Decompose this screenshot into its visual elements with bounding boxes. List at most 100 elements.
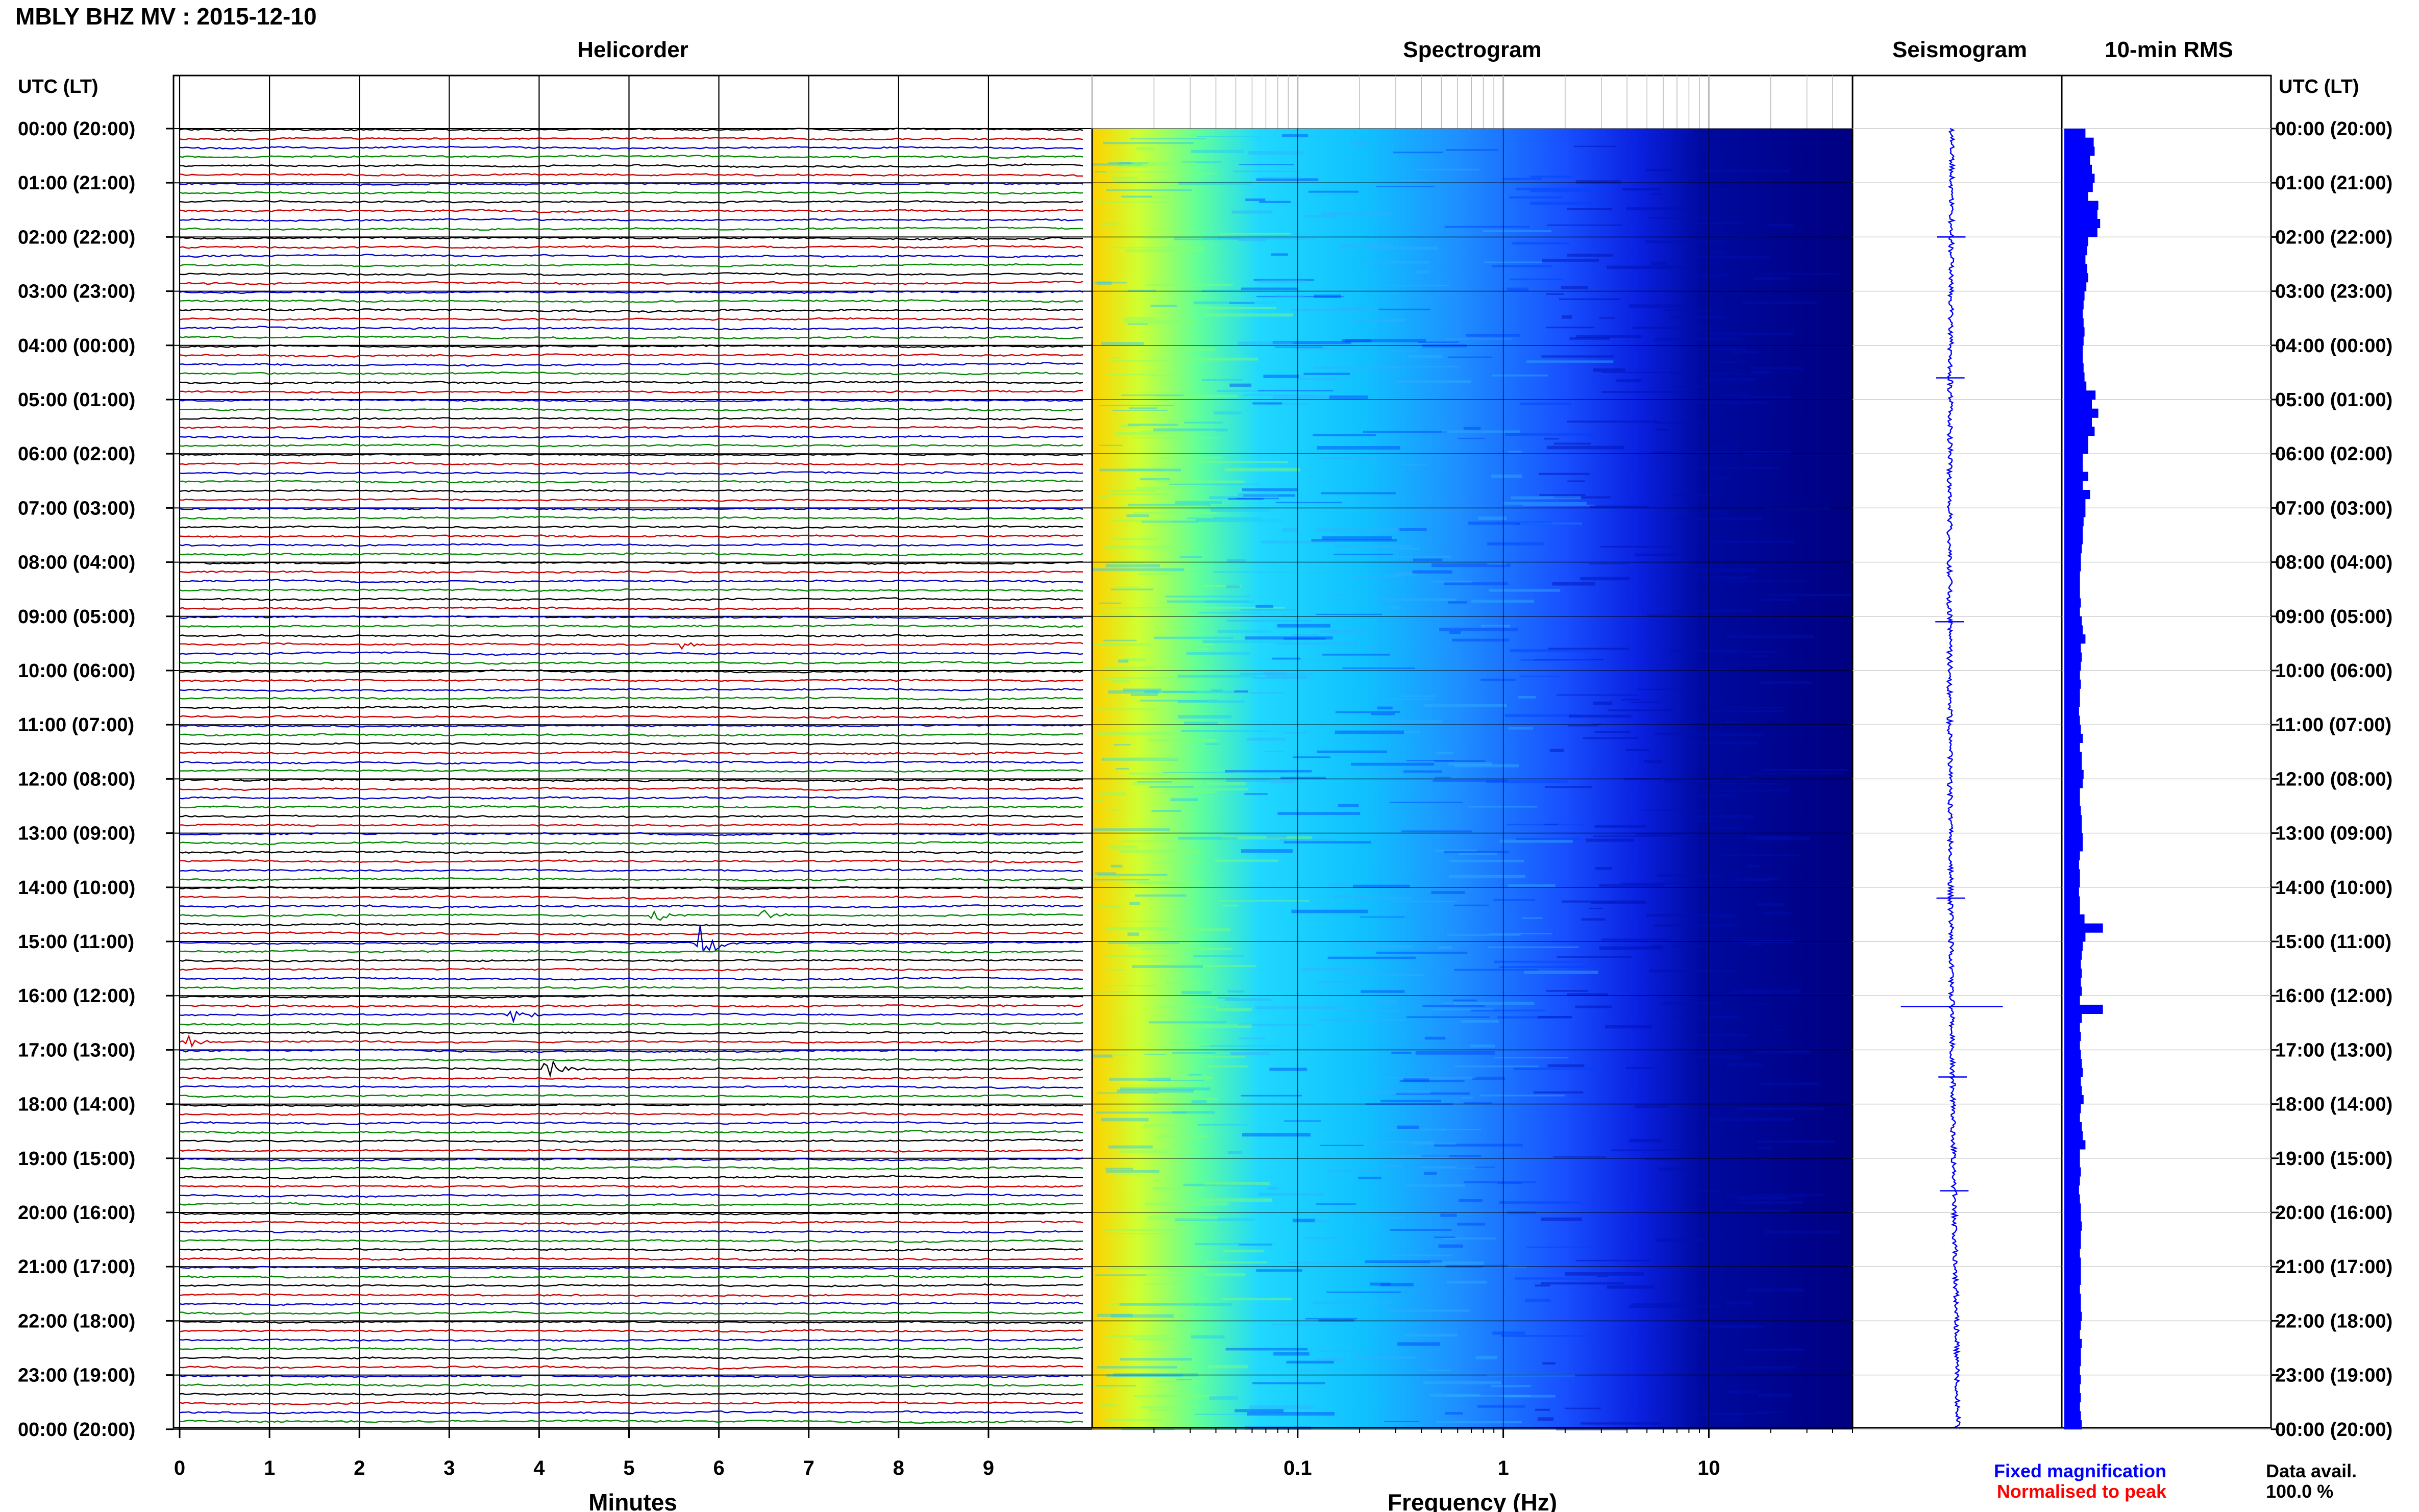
spectrogram-streak <box>1263 672 1287 676</box>
spectrogram-streak <box>1350 141 1369 145</box>
rms-bar <box>2064 363 2084 373</box>
spectrogram-streak <box>1458 437 1485 439</box>
spectrogram-streak <box>1194 301 1276 305</box>
spectrogram-streak <box>1367 246 1438 250</box>
spectrogram-streak <box>1733 350 1759 354</box>
spectrogram-streak <box>1725 1196 1807 1198</box>
helicorder-trace <box>179 832 1083 836</box>
spectrogram-streak <box>1494 960 1582 963</box>
helicorder-trace <box>179 489 1083 493</box>
spectrogram-streak <box>1242 394 1317 396</box>
spectrogram-streak <box>1479 1095 1565 1097</box>
spectrogram-streak <box>1108 690 1159 694</box>
spectrogram-streak <box>1599 317 1615 319</box>
spectrogram-streak <box>1103 639 1137 641</box>
spectrogram-streak <box>1595 867 1612 870</box>
spectrogram-streak <box>1272 657 1301 660</box>
minute-tick-label: 2 <box>354 1457 365 1479</box>
spectrogram-streak <box>1373 598 1457 601</box>
time-label-left: 18:00 (14:00) <box>18 1094 135 1116</box>
spectrogram-streak <box>1454 764 1519 767</box>
rms-bar <box>2064 752 2082 761</box>
spectrogram-streak <box>1459 1199 1483 1202</box>
spectrogram-streak <box>1239 164 1294 165</box>
spectrogram-streak <box>1410 1143 1457 1145</box>
spectrogram-streak <box>1227 619 1312 622</box>
spectrogram-streak <box>1193 791 1218 793</box>
spectrogram-streak <box>1104 548 1186 549</box>
helicorder-trace <box>179 1320 1083 1324</box>
spectrogram-streak <box>1256 295 1344 298</box>
spectrogram-streak <box>1178 715 1231 719</box>
spectrogram-streak <box>1554 442 1591 445</box>
spectrogram-streak <box>1392 1254 1452 1256</box>
spectrogram-streak <box>1371 284 1450 286</box>
spectrogram-streak <box>1663 309 1717 311</box>
spectrogram-streak <box>1625 1067 1655 1069</box>
spectrogram-streak <box>1446 1280 1488 1284</box>
spectrogram-streak <box>1421 1155 1482 1157</box>
spectrogram-streak <box>1253 677 1309 679</box>
helicorder-trace <box>179 1175 1083 1180</box>
rms-bar <box>2064 779 2083 788</box>
spectrogram-streak <box>1167 1268 1207 1272</box>
spectrogram-streak <box>1647 614 1688 616</box>
spectrogram-streak <box>1171 1280 1184 1283</box>
spectrogram-streak <box>1266 403 1311 405</box>
spectrogram-streak <box>1269 1068 1307 1071</box>
time-axis-right: 00:00 (20:00) 01:00 (21:00) 02:00 (22:00) 0… <box>2271 118 2392 1441</box>
spectrogram-streak <box>1172 643 1214 646</box>
rms-bar <box>2064 1032 2081 1042</box>
spectrogram-streak <box>1529 176 1571 178</box>
spectrogram-streak <box>1154 636 1233 639</box>
spectrogram-streak <box>1434 760 1486 762</box>
spectrogram-streak <box>1557 956 1632 958</box>
rms-bar <box>2064 661 2081 671</box>
time-label-left: 02:00 (22:00) <box>18 227 135 248</box>
spectrogram-streak <box>1099 405 1174 406</box>
spectrogram-streak <box>1259 201 1291 203</box>
rms-bar <box>2064 237 2088 246</box>
spectrogram-streak <box>1489 933 1552 935</box>
spectrogram-streak <box>1385 1309 1469 1312</box>
spectrogram-streak <box>1198 612 1260 614</box>
spectrogram-streak <box>1178 516 1214 518</box>
spectrogram-streak <box>1106 1335 1169 1337</box>
spectrogram-streak <box>1494 1057 1569 1059</box>
spectrogram-streak <box>1143 1283 1180 1285</box>
spectrogram-streak <box>1542 1362 1556 1365</box>
spectrogram-streak <box>1177 675 1257 678</box>
spectrogram-streak <box>1230 1052 1270 1055</box>
helicorder-trace <box>179 1275 1083 1279</box>
helicorder-trace <box>179 1094 1083 1099</box>
spectrogram-streak <box>1153 836 1167 838</box>
spectrogram-streak <box>1524 971 1598 974</box>
spectrogram-streak <box>1650 261 1667 265</box>
helicorder-trace <box>179 1355 1083 1360</box>
spectrogram-streak <box>1352 500 1370 503</box>
spectrogram-streak <box>1335 711 1400 713</box>
spectrogram-streak <box>1095 1274 1146 1276</box>
spectrogram-streak <box>1316 613 1382 615</box>
spectrogram-streak <box>1506 824 1585 826</box>
spectrogram-streak <box>1156 1380 1204 1383</box>
helicorder-trace <box>179 272 1083 277</box>
spectrogram-streak <box>1453 904 1489 906</box>
helicorder-trace <box>179 985 1083 990</box>
rms-bar <box>2064 1040 2080 1050</box>
frequency-tick-label: 0.1 <box>1283 1457 1312 1479</box>
spectrogram-streak <box>1720 1418 1743 1422</box>
time-label-right: 14:00 (10:00) <box>2275 877 2392 899</box>
spectrogram-streak <box>1452 638 1510 642</box>
spectrogram-streak <box>1593 368 1625 372</box>
helicorder-trace <box>179 254 1083 258</box>
rms-bar <box>2064 544 2082 554</box>
spectrogram-streak <box>1591 902 1647 904</box>
spectrogram-streak <box>1430 1261 1484 1265</box>
spectrogram-streak <box>1166 981 1200 985</box>
time-label-right: 01:00 (21:00) <box>2275 172 2392 194</box>
spectrogram-streak <box>1509 196 1563 199</box>
helicorder-trace <box>179 859 1083 864</box>
spectrogram-streak <box>1322 654 1390 656</box>
spectrogram-streak <box>1092 1386 1114 1389</box>
